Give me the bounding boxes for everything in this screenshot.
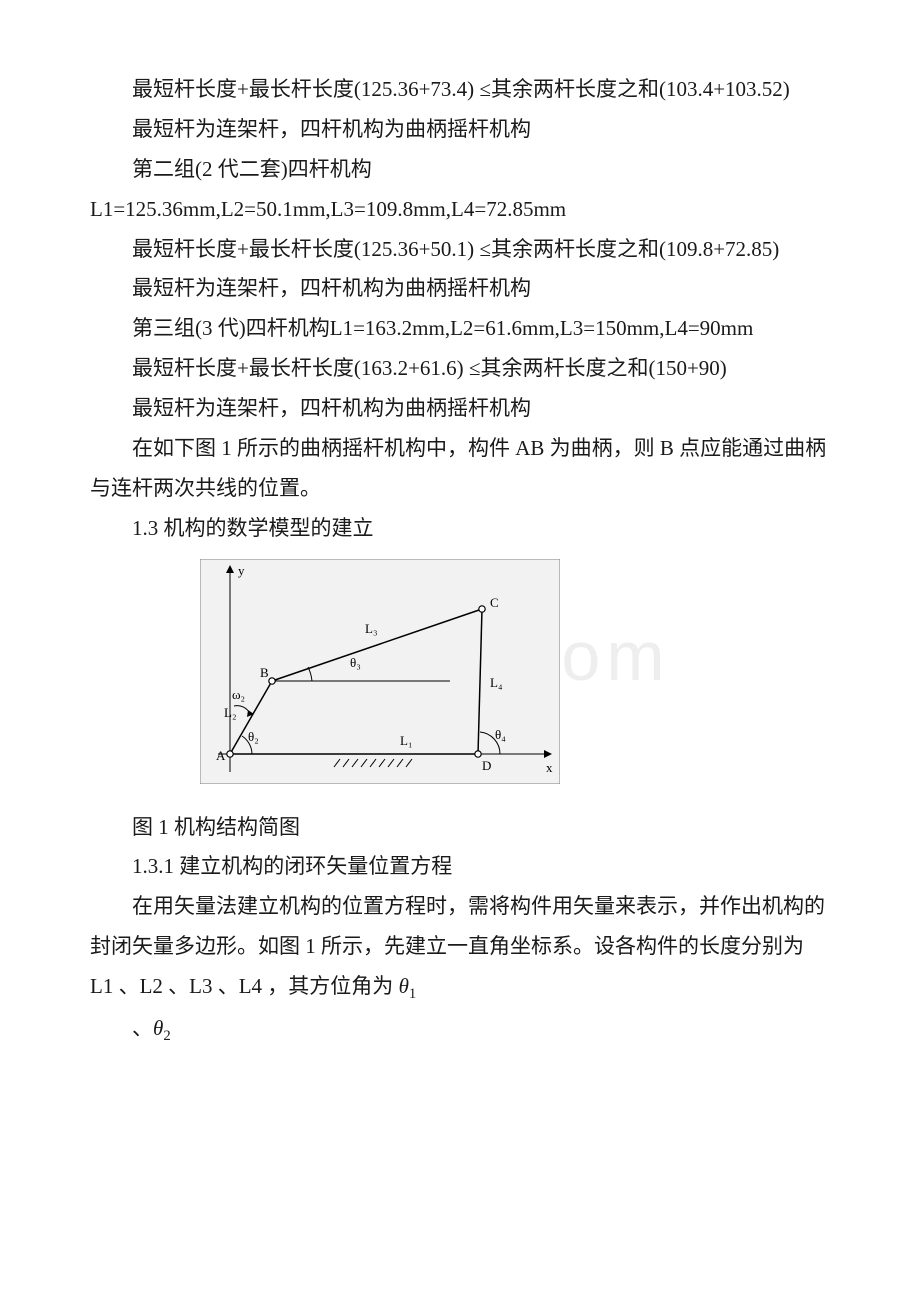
svg-text:A: A [216, 748, 226, 763]
mechanism-diagram: y x L₂ L₃ L₄ L₁ θ₂ θ₃ θ₄ ω₂ A B C D [200, 559, 560, 784]
paragraph-4: 最短杆长度+最长杆长度(125.36+50.1) ≤其余两杆长度之和(109.8… [90, 230, 830, 270]
paragraph-12: 在用矢量法建立机构的位置方程时，需将构件用矢量来表示，并作出机构的封闭矢量多边形… [90, 887, 830, 1009]
paragraph-7: 最短杆长度+最长杆长度(163.2+61.6) ≤其余两杆长度之和(150+90… [90, 349, 830, 389]
paragraph-5: 最短杆为连架杆，四杆机构为曲柄摇杆机构 [90, 269, 830, 309]
svg-text:L₂: L₂ [224, 705, 236, 720]
paragraph-3: 第二组(2 代二套)四杆机构L1=125.36mm,L2=50.1mm,L3=1… [90, 150, 830, 230]
svg-text:ω₂: ω₂ [232, 687, 245, 702]
paragraph-8: 最短杆为连架杆，四杆机构为曲柄摇杆机构 [90, 389, 830, 429]
paragraph-13-text: 、 [132, 1016, 153, 1040]
svg-text:θ₃: θ₃ [350, 655, 361, 670]
paragraph-2: 最短杆为连架杆，四杆机构为曲柄摇杆机构 [90, 110, 830, 150]
page: w.bdocx.com 最短杆长度+最长杆长度(125.36+73.4) ≤其余… [0, 0, 920, 1111]
section-1-3-1: 1.3.1 建立机构的闭环矢量位置方程 [90, 847, 830, 887]
paragraph-1: 最短杆长度+最长杆长度(125.36+73.4) ≤其余两杆长度之和(103.4… [90, 70, 830, 110]
theta-1-sub: 1 [409, 986, 416, 1002]
svg-text:y: y [238, 563, 245, 578]
svg-text:θ₄: θ₄ [495, 727, 506, 742]
svg-text:θ₂: θ₂ [248, 729, 259, 744]
paragraph-6: 第三组(3 代)四杆机构L1=163.2mm,L2=61.6mm,L3=150m… [90, 309, 830, 349]
svg-text:C: C [490, 595, 499, 610]
paragraph-9: 在如下图 1 所示的曲柄摇杆机构中，构件 AB 为曲柄，则 B 点应能通过曲柄与… [90, 429, 830, 509]
paragraph-12-text: 在用矢量法建立机构的位置方程时，需将构件用矢量来表示，并作出机构的封闭矢量多边形… [90, 894, 825, 998]
svg-text:B: B [260, 665, 269, 680]
figure-1: y x L₂ L₃ L₄ L₁ θ₂ θ₃ θ₄ ω₂ A B C D [200, 559, 830, 798]
figure-1-caption: 图 1 机构结构简图 [90, 808, 830, 848]
theta-1-symbol: θ [399, 974, 409, 998]
svg-text:D: D [482, 758, 491, 773]
svg-text:L₁: L₁ [400, 733, 412, 748]
theta-2-symbol: θ [153, 1016, 163, 1040]
svg-text:L₃: L₃ [365, 621, 377, 636]
svg-text:x: x [546, 760, 553, 775]
section-1-3: 1.3 机构的数学模型的建立 [90, 509, 830, 549]
paragraph-13: 、θ2 [90, 1009, 830, 1051]
svg-text:L₄: L₄ [490, 675, 503, 690]
theta-2-sub: 2 [163, 1028, 170, 1044]
